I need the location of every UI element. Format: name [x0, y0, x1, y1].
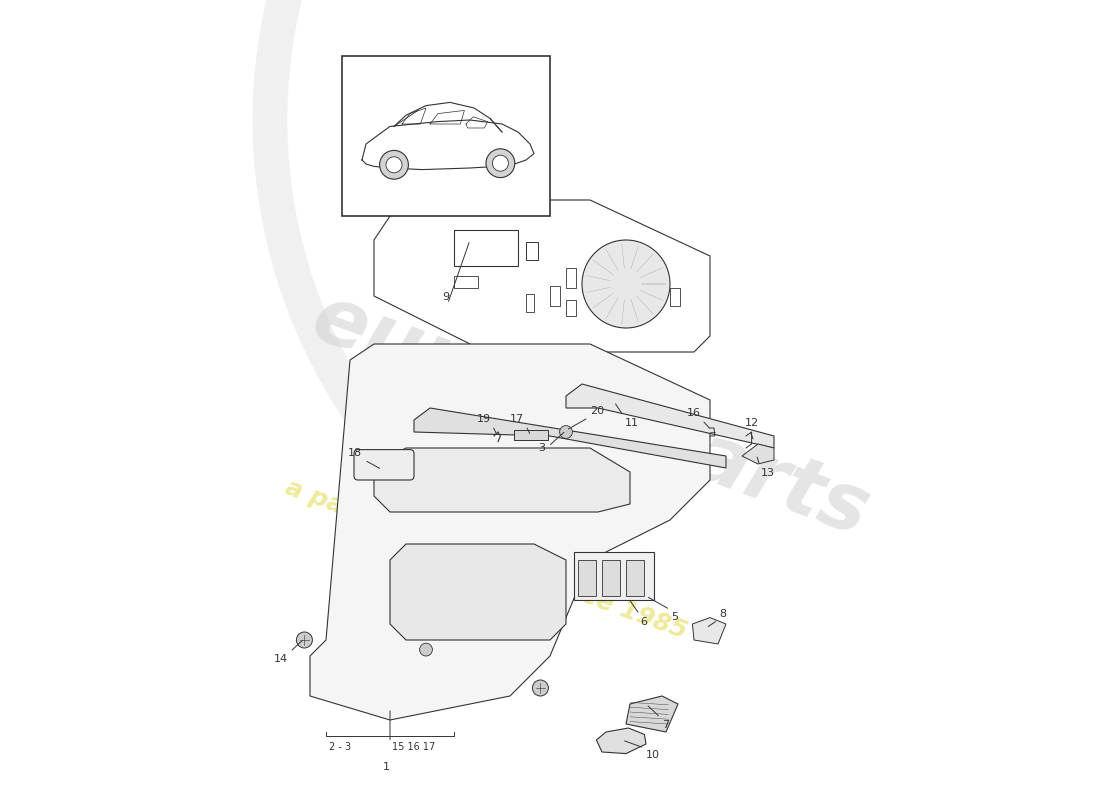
Text: 20: 20 — [590, 406, 604, 416]
Text: 13: 13 — [761, 468, 776, 478]
Circle shape — [296, 632, 312, 648]
Bar — [526, 242, 538, 260]
Text: 11: 11 — [625, 418, 639, 429]
FancyBboxPatch shape — [454, 230, 518, 266]
Polygon shape — [742, 444, 774, 464]
Bar — [454, 276, 478, 288]
Text: 5: 5 — [672, 612, 679, 622]
Bar — [574, 552, 654, 600]
Polygon shape — [566, 384, 774, 448]
Circle shape — [486, 149, 515, 178]
Text: 19: 19 — [476, 414, 491, 424]
Bar — [342, 56, 550, 216]
Polygon shape — [310, 344, 710, 720]
Text: eurocarparts: eurocarparts — [301, 279, 879, 553]
Text: 12: 12 — [745, 418, 759, 428]
Circle shape — [532, 680, 549, 696]
Polygon shape — [626, 696, 678, 732]
Circle shape — [493, 155, 508, 171]
Text: 15 16 17: 15 16 17 — [393, 742, 436, 752]
Text: 8: 8 — [719, 610, 727, 619]
Polygon shape — [596, 728, 646, 754]
Text: a passion for parts since 1985: a passion for parts since 1985 — [282, 476, 690, 644]
Text: 9: 9 — [442, 292, 450, 302]
Bar — [566, 268, 575, 288]
Text: 2 - 3: 2 - 3 — [329, 742, 352, 752]
Bar — [578, 560, 595, 596]
Polygon shape — [374, 448, 630, 512]
Text: 1: 1 — [383, 762, 389, 771]
Circle shape — [582, 240, 670, 328]
Circle shape — [379, 150, 408, 179]
Circle shape — [419, 643, 432, 656]
Text: 18: 18 — [348, 448, 362, 458]
Text: 16: 16 — [686, 408, 701, 418]
Text: 10: 10 — [646, 750, 660, 760]
Text: 17: 17 — [510, 414, 525, 424]
FancyBboxPatch shape — [354, 450, 414, 480]
Text: 7: 7 — [662, 720, 669, 730]
Bar — [526, 294, 534, 312]
Polygon shape — [414, 408, 726, 468]
Text: 14: 14 — [274, 654, 287, 664]
Text: 3: 3 — [538, 443, 546, 453]
Bar — [602, 560, 619, 596]
Bar — [626, 560, 644, 596]
Bar — [566, 300, 575, 316]
Text: 6: 6 — [640, 617, 648, 627]
Polygon shape — [390, 544, 566, 640]
Circle shape — [560, 426, 572, 438]
Bar — [514, 430, 548, 440]
Bar — [670, 288, 680, 306]
Polygon shape — [374, 200, 710, 352]
Circle shape — [386, 157, 402, 173]
Bar — [550, 286, 560, 306]
Polygon shape — [692, 618, 726, 644]
